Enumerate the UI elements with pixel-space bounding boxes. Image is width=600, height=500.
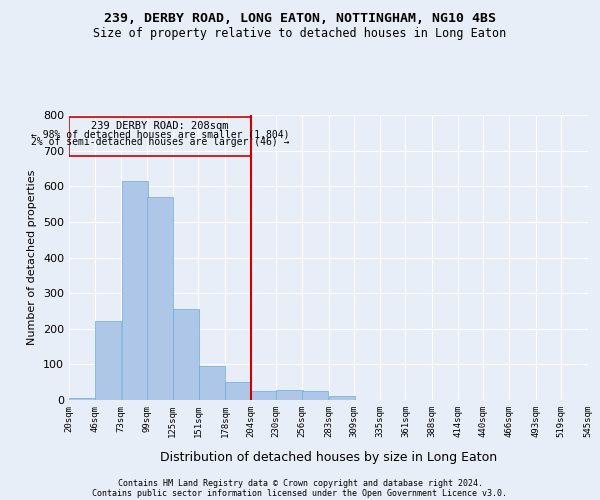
Text: 239 DERBY ROAD: 208sqm: 239 DERBY ROAD: 208sqm [91,121,229,131]
Bar [329,396,355,400]
Text: 2% of semi-detached houses are larger (46) →: 2% of semi-detached houses are larger (4… [31,137,289,147]
Text: 239, DERBY ROAD, LONG EATON, NOTTINGHAM, NG10 4BS: 239, DERBY ROAD, LONG EATON, NOTTINGHAM,… [104,12,496,26]
Bar [147,197,173,400]
Bar [199,366,224,400]
Text: ← 98% of detached houses are smaller (1,804): ← 98% of detached houses are smaller (1,… [31,130,289,140]
Text: Contains HM Land Registry data © Crown copyright and database right 2024.: Contains HM Land Registry data © Crown c… [118,478,482,488]
Bar [277,390,302,400]
Text: Contains public sector information licensed under the Open Government Licence v3: Contains public sector information licen… [92,488,508,498]
Y-axis label: Number of detached properties: Number of detached properties [28,170,37,345]
Bar [95,321,121,400]
X-axis label: Distribution of detached houses by size in Long Eaton: Distribution of detached houses by size … [160,451,497,464]
Bar [173,309,199,400]
Bar [302,391,328,400]
Bar [251,391,277,400]
Text: Size of property relative to detached houses in Long Eaton: Size of property relative to detached ho… [94,28,506,40]
Bar [225,382,251,400]
Bar [69,398,95,400]
Bar [122,182,148,400]
